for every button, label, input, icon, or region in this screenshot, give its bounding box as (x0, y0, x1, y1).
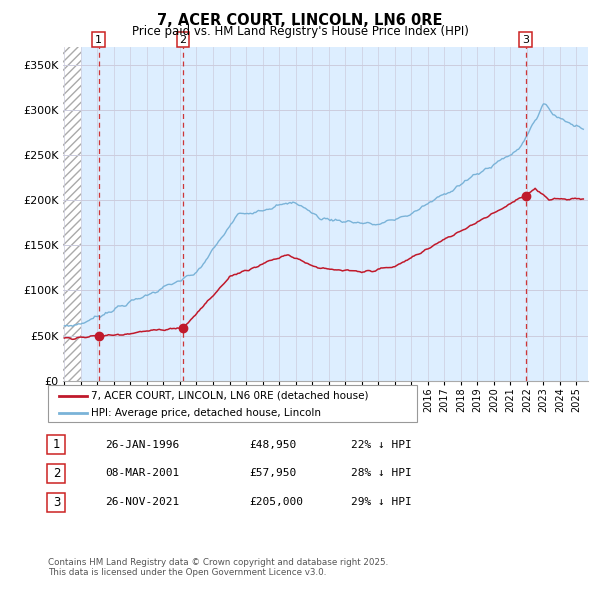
Text: 7, ACER COURT, LINCOLN, LN6 0RE (detached house): 7, ACER COURT, LINCOLN, LN6 0RE (detache… (91, 391, 368, 401)
Text: 28% ↓ HPI: 28% ↓ HPI (351, 468, 412, 478)
Text: Price paid vs. HM Land Registry's House Price Index (HPI): Price paid vs. HM Land Registry's House … (131, 25, 469, 38)
Text: 3: 3 (522, 35, 529, 44)
Text: 26-JAN-1996: 26-JAN-1996 (105, 440, 179, 450)
Text: 7, ACER COURT, LINCOLN, LN6 0RE: 7, ACER COURT, LINCOLN, LN6 0RE (157, 13, 443, 28)
Text: 2: 2 (53, 467, 60, 480)
Text: 08-MAR-2001: 08-MAR-2001 (105, 468, 179, 478)
Text: 26-NOV-2021: 26-NOV-2021 (105, 497, 179, 507)
Text: 22% ↓ HPI: 22% ↓ HPI (351, 440, 412, 450)
Text: £48,950: £48,950 (249, 440, 296, 450)
Text: £205,000: £205,000 (249, 497, 303, 507)
Text: Contains HM Land Registry data © Crown copyright and database right 2025.
This d: Contains HM Land Registry data © Crown c… (48, 558, 388, 577)
Text: 1: 1 (95, 35, 102, 44)
Text: HPI: Average price, detached house, Lincoln: HPI: Average price, detached house, Linc… (91, 408, 321, 418)
Text: 29% ↓ HPI: 29% ↓ HPI (351, 497, 412, 507)
Text: £57,950: £57,950 (249, 468, 296, 478)
Text: 2: 2 (179, 35, 187, 44)
Text: 1: 1 (53, 438, 60, 451)
Text: 3: 3 (53, 496, 60, 509)
